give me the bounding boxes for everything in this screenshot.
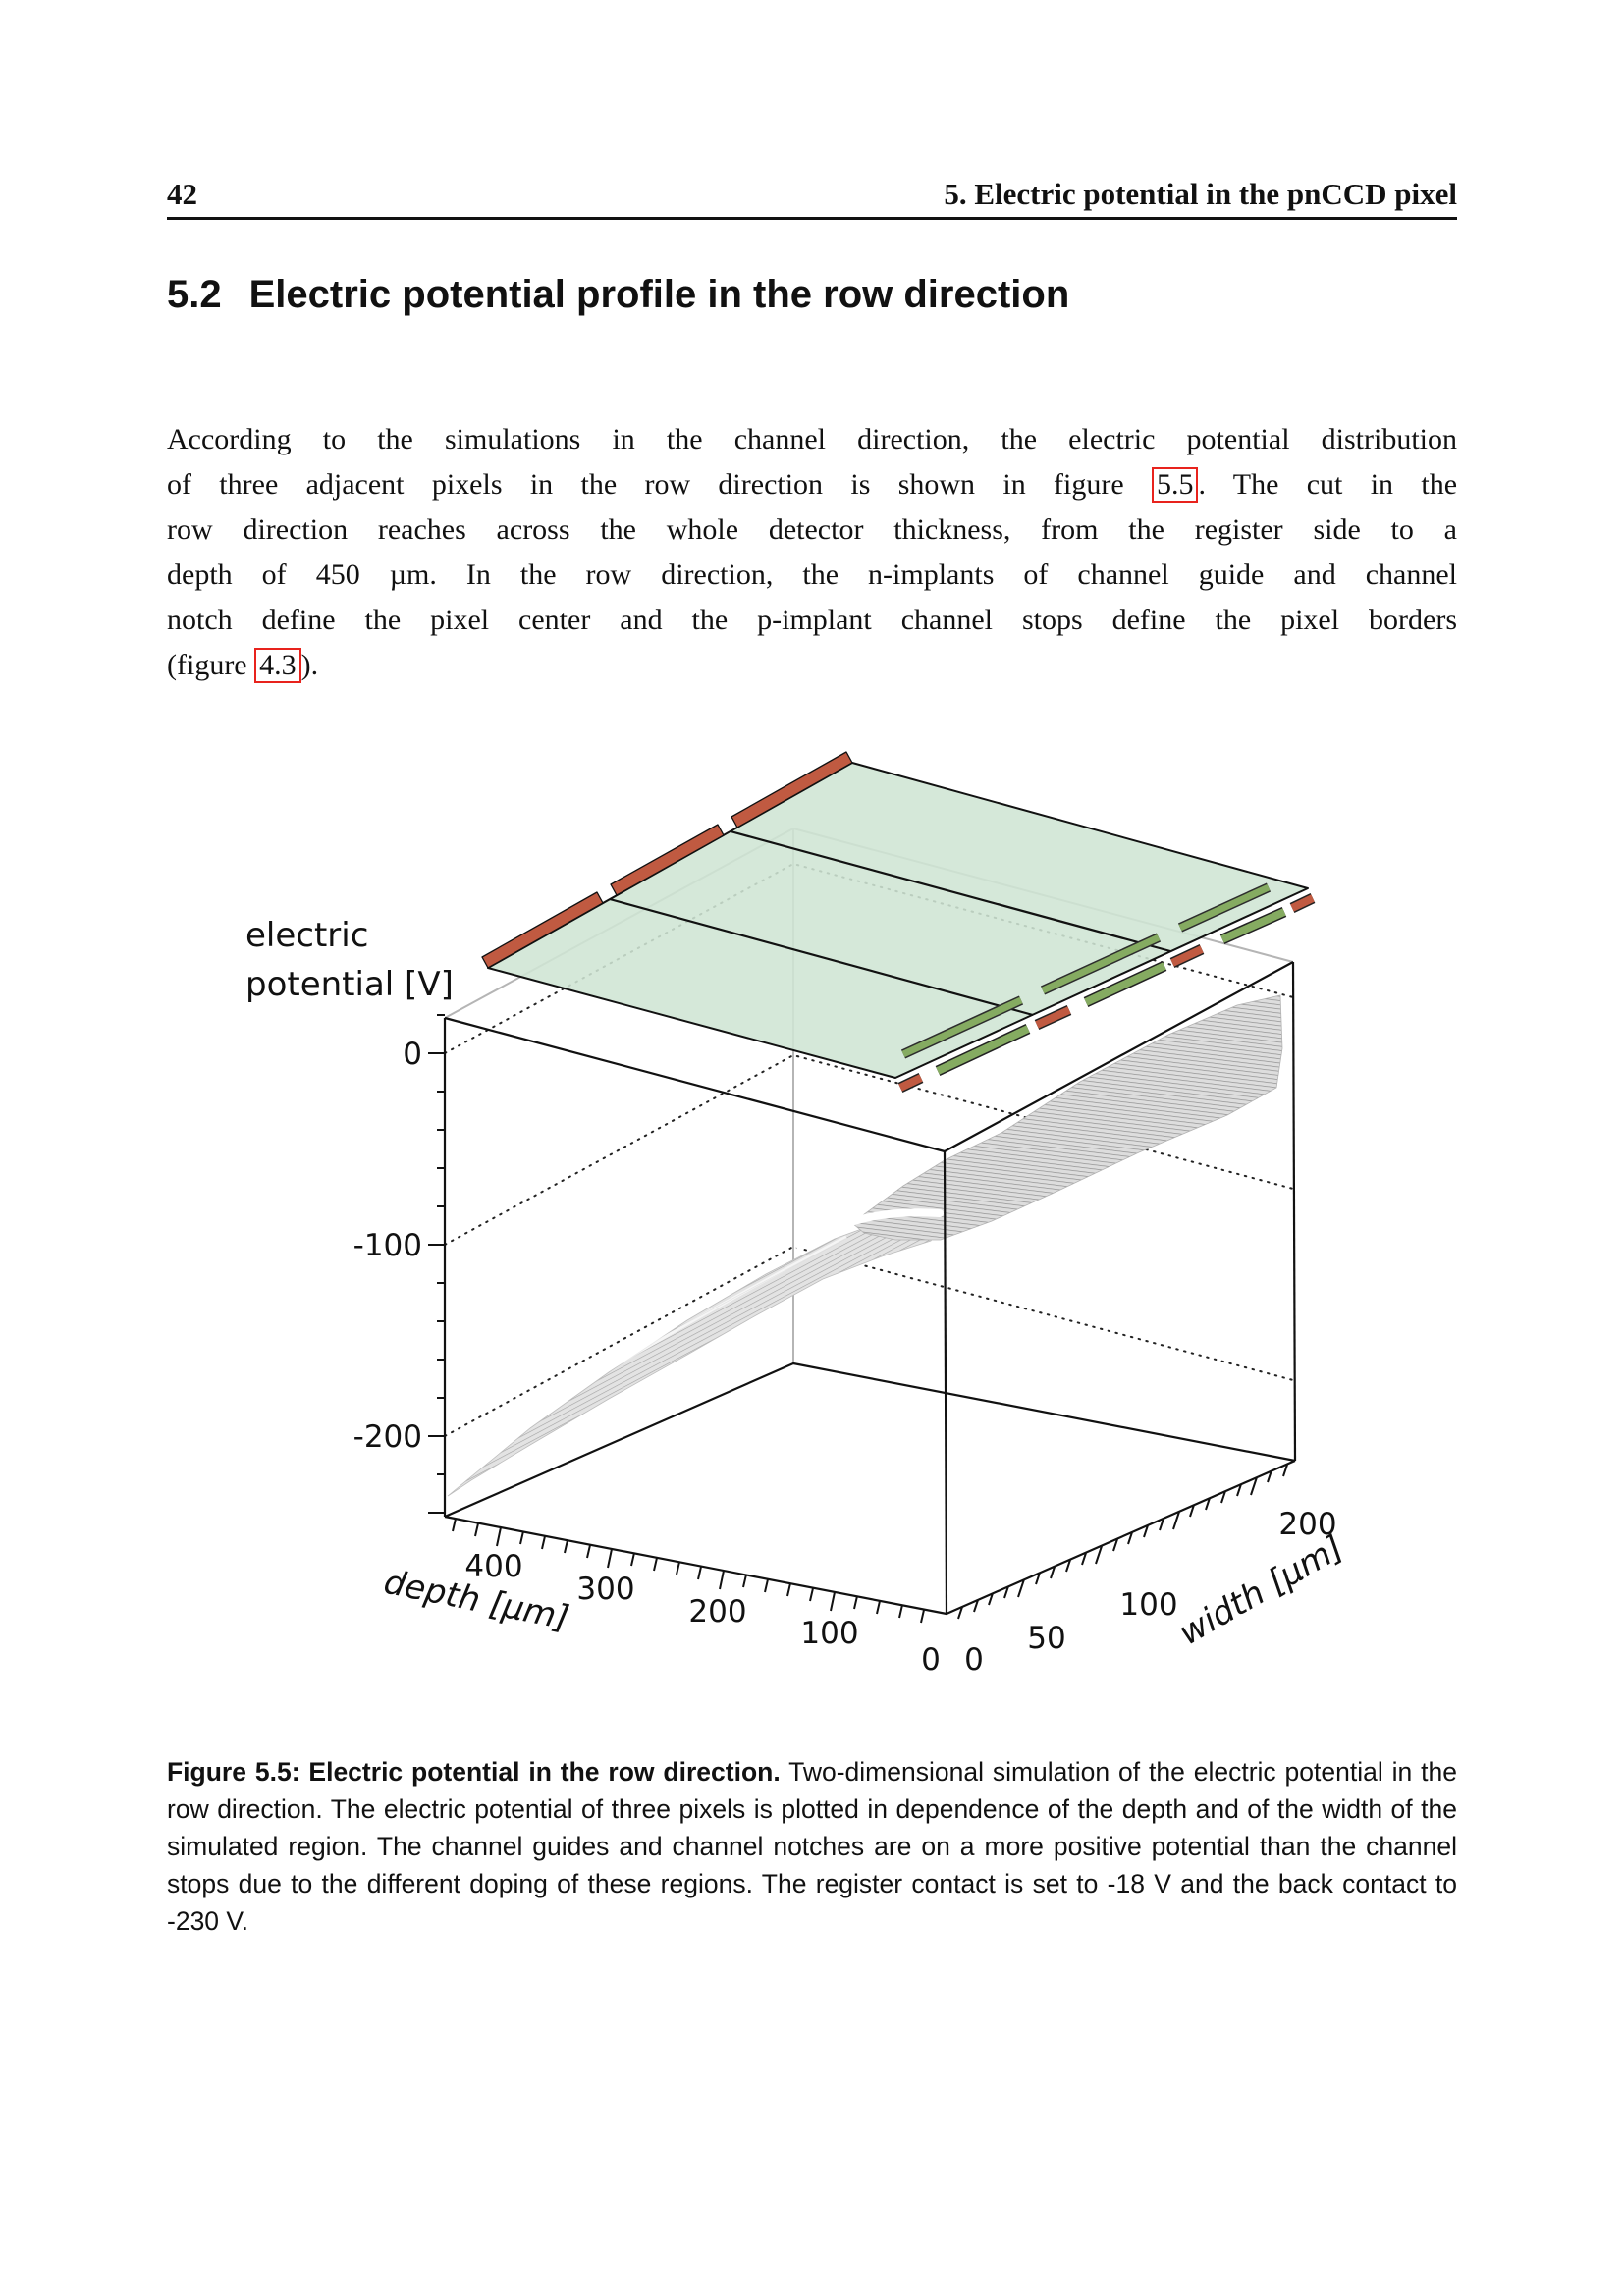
depth-tick-300: 300 — [576, 1572, 634, 1607]
paragraph-line: of three adjacent pixels in the row dire… — [167, 462, 1457, 507]
paragraph-text: (figure — [167, 649, 247, 681]
depth-tick-100: 100 — [800, 1616, 858, 1651]
surface-band-left — [447, 1211, 942, 1497]
width-tick-100: 100 — [1119, 1587, 1177, 1623]
paragraph-text: of three adjacent pixels in the row dire… — [167, 468, 1124, 501]
surface-highlight — [421, 1235, 847, 1486]
section-heading: 5.2 Electric potential profile in the row… — [167, 273, 1522, 317]
paragraph-text: . The cut in the — [1198, 468, 1458, 501]
paragraph-line: (figure 4.3). — [167, 643, 1457, 688]
section-number: 5.2 — [167, 273, 222, 316]
channel-guide-strip-inner — [900, 882, 1272, 1059]
pixel-border-lines — [609, 829, 1171, 1017]
channel-stop-strip-back — [481, 751, 853, 969]
section-title: Electric potential profile in the row di… — [248, 273, 1070, 316]
header-rule — [167, 217, 1457, 220]
paragraph-line: row direction reaches across the whole d… — [167, 513, 1457, 546]
paragraph-line: notch define the pixel center and the p-… — [167, 604, 1457, 636]
edge-implant-tabs — [897, 893, 1316, 1093]
paragraph-line: According to the simulations in the chan… — [167, 423, 1457, 455]
figure-ref-link-5-5[interactable]: 5.5 — [1151, 467, 1199, 503]
ztick-0: 0 — [403, 1037, 422, 1072]
ztick-m100: -100 — [353, 1228, 422, 1263]
depth-tick-0: 0 — [921, 1642, 941, 1678]
paragraph-text: ). — [300, 649, 319, 681]
width-tick-0: 0 — [964, 1642, 984, 1678]
running-header-title: 5. Electric potential in the pnCCD pixel — [944, 177, 1457, 211]
running-header: 42 5. Electric potential in the pnCCD pi… — [167, 177, 1457, 214]
figure-ref-link-4-3[interactable]: 4.3 — [254, 648, 301, 683]
axis-ticks — [428, 1014, 1288, 1624]
surface-band-right — [851, 994, 1283, 1241]
body-paragraph: According to the simulations in the chan… — [167, 417, 1457, 688]
potential-surface — [421, 994, 1283, 1497]
depth-tick-400: 400 — [464, 1549, 522, 1584]
width-tick-200: 200 — [1278, 1507, 1336, 1542]
z-axis-title-line2: potential [V] — [245, 965, 454, 1004]
caption-text: Two-dimensional simulation of the electr… — [167, 1757, 1457, 1936]
paragraph-line: depth of 450 µm. In the row direction, t… — [167, 559, 1457, 591]
caption-label: Figure 5.5: Electric potential in the ro… — [167, 1757, 781, 1787]
ztick-m200: -200 — [353, 1419, 422, 1455]
register-side-plane — [481, 751, 1316, 1093]
width-axis-title: width [µm] — [1172, 1528, 1350, 1654]
page-number: 42 — [167, 177, 197, 211]
figure-5-5-plot: electric potential [V] 0 -100 -200 400 3… — [245, 751, 1350, 1678]
surface-fold — [796, 1208, 944, 1251]
z-axis-title-line1: electric — [245, 916, 368, 955]
width-tick-50: 50 — [1027, 1621, 1065, 1656]
figure-caption: Figure 5.5: Electric potential in the ro… — [167, 1753, 1457, 1940]
depth-tick-200: 200 — [688, 1594, 746, 1629]
